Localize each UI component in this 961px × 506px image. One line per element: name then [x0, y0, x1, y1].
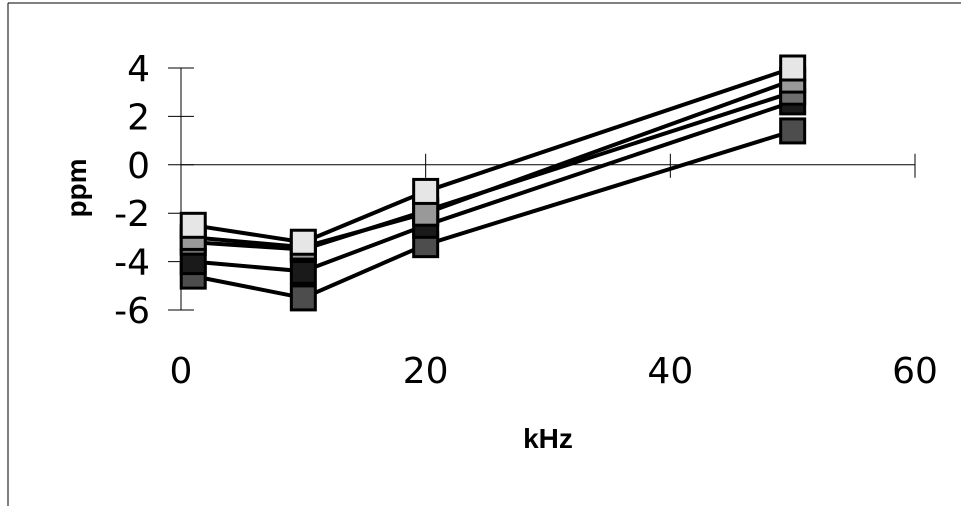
series-4-line [193, 99, 794, 274]
series-1-marker [412, 177, 440, 205]
y-tick-label: 2 [127, 97, 150, 138]
series-1-marker [179, 211, 207, 239]
series-lines [192, 66, 794, 300]
x-tick-label: 60 [892, 351, 938, 392]
y-tick-label: -4 [114, 243, 150, 284]
y-tick-label: -6 [114, 291, 150, 332]
series-5-marker [779, 117, 807, 145]
series-1-line [192, 66, 794, 245]
series-3-line [193, 90, 794, 252]
series-2-marker [412, 199, 440, 227]
x-axis-title: kHz [523, 423, 573, 454]
series-1-marker [779, 54, 807, 82]
x-tick-label: 40 [647, 351, 693, 392]
series-markers [179, 54, 807, 312]
x-axis-ticks: 0 20 40 60 [170, 153, 938, 392]
series-5-line [192, 129, 794, 300]
axes [7, 2, 961, 506]
x-tick-label: 20 [403, 351, 449, 392]
y-tick-label: 0 [127, 146, 150, 187]
series-5-marker [289, 284, 317, 312]
y-axis-title: ppm [61, 158, 92, 217]
y-tick-label: -2 [114, 194, 150, 235]
series-1-marker [289, 228, 317, 256]
y-axis-ticks: 4 2 0 -2 -4 -6 [114, 49, 194, 332]
x-tick-label: 0 [170, 351, 193, 392]
y-tick-label: 4 [127, 49, 150, 90]
